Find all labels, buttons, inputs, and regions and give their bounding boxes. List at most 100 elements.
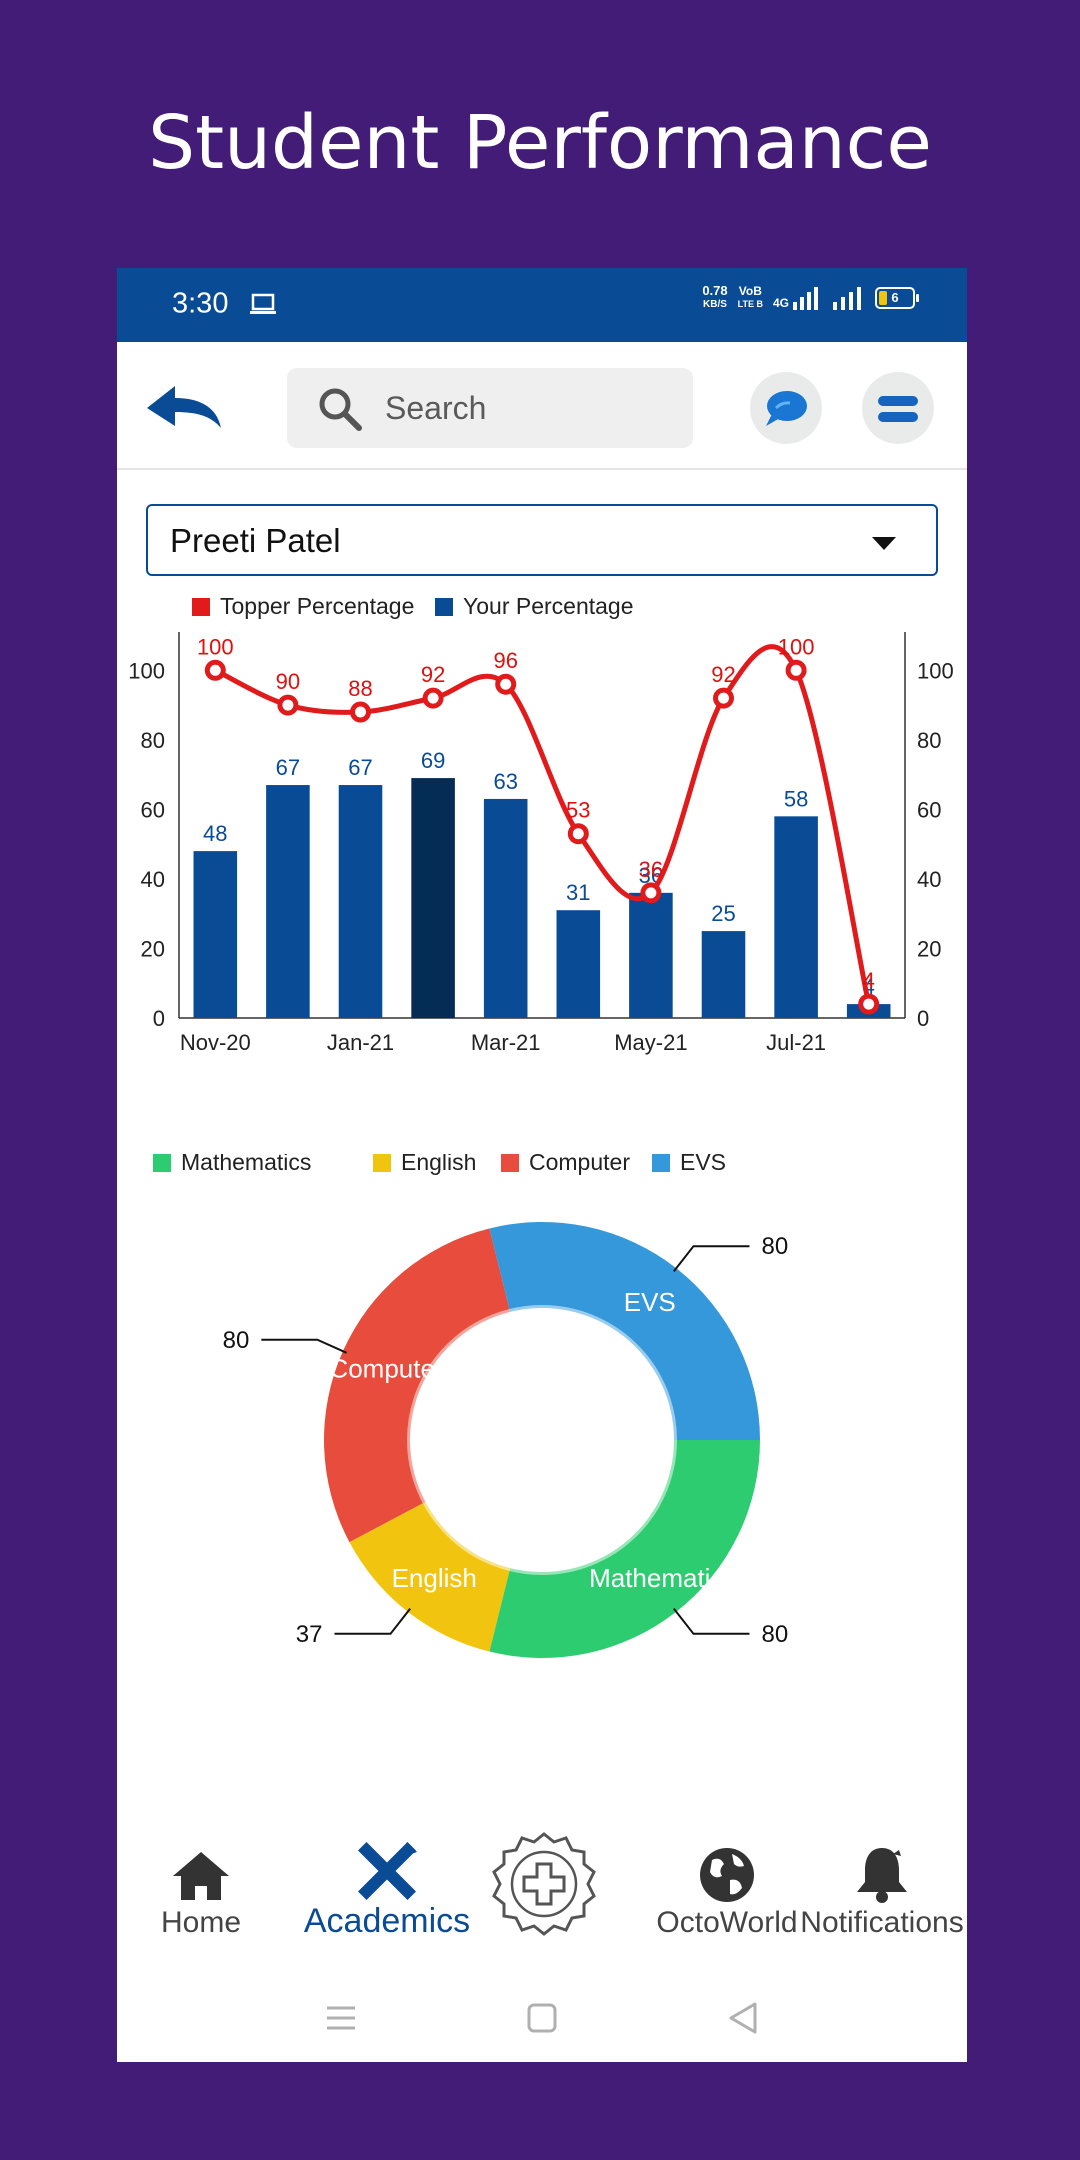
nav-home-label: Home: [160, 1906, 242, 1939]
y-tick-label-left: 100: [128, 658, 165, 683]
x-tick-label: Nov-20: [180, 1030, 251, 1055]
nav-academics[interactable]: Academics: [287, 1828, 487, 1941]
menu-icon: [878, 396, 918, 422]
slice-value-label: 80: [762, 1621, 789, 1648]
line-point[interactable]: [785, 659, 807, 681]
nav-octoworld-label: OctoWorld: [656, 1906, 798, 1939]
back-button[interactable]: [145, 382, 225, 438]
dropdown-arrow-icon: [872, 537, 896, 550]
y-tick-label-left: 60: [141, 797, 165, 822]
pie-legend-label: English: [401, 1154, 476, 1175]
line-point[interactable]: [567, 823, 589, 845]
nav-home[interactable]: Home: [141, 1828, 261, 1940]
pie-legend-swatch: [373, 1154, 391, 1172]
donut-slice[interactable]: [324, 1228, 511, 1543]
y-tick-label-right: 40: [917, 867, 941, 892]
bar[interactable]: [483, 798, 528, 1018]
chat-button[interactable]: [750, 372, 822, 444]
bar-value-label: 31: [566, 880, 590, 905]
legend-label: Your Percentage: [463, 593, 634, 619]
globe-icon: [700, 1848, 754, 1902]
pie-legend-swatch: [652, 1154, 670, 1172]
slice-label: Mathemati: [589, 1563, 710, 1593]
pie-legend-label: Mathematics: [181, 1154, 311, 1175]
line-point[interactable]: [350, 701, 371, 723]
bar[interactable]: [556, 910, 601, 1018]
slice-label: EVS: [624, 1287, 676, 1317]
signal-icon: [793, 287, 818, 310]
y-tick-label-left: 20: [141, 936, 165, 961]
subject-donut-chart: Mathematics English Computer EVS Mathemati 80…: [153, 1154, 789, 1658]
topper-line: [214, 644, 872, 1005]
bar-value-label: 25: [711, 901, 735, 926]
battery-level: 6: [891, 290, 899, 305]
search-input[interactable]: [385, 368, 675, 448]
net-speed-value: 0.78: [702, 283, 728, 298]
home-icon: [173, 1852, 229, 1900]
line-point[interactable]: [640, 882, 662, 904]
back-triangle-icon[interactable]: [723, 1998, 763, 2038]
line-point[interactable]: [422, 687, 444, 709]
bar[interactable]: [629, 892, 673, 1018]
x-tick-label: Mar-21: [471, 1030, 541, 1055]
leader-line: [673, 1607, 750, 1635]
volte-bottom: LTE B: [737, 299, 763, 309]
donut-slice[interactable]: [489, 1440, 760, 1658]
nav-add-badge[interactable]: [484, 1828, 604, 1946]
line-value-label: 88: [348, 676, 372, 701]
network-type: 4G: [772, 296, 789, 310]
bar[interactable]: [266, 785, 310, 1018]
recent-apps-icon[interactable]: [321, 1998, 361, 2038]
search-icon: [319, 388, 362, 431]
phone-screen: 3:30 0.78 KB/S VoB LTE B 4G: [117, 268, 967, 2062]
line-point[interactable]: [204, 659, 226, 681]
line-value-label: 90: [276, 669, 300, 694]
volte-indicator: VoB LTE B: [738, 285, 763, 311]
line-point[interactable]: [495, 673, 517, 695]
battery-icon: 6: [875, 287, 919, 309]
nav-notifications[interactable]: Notifications: [797, 1828, 967, 1940]
academics-icon: [358, 1842, 417, 1900]
y-tick-label-left: 80: [141, 728, 165, 753]
pie-legend-label: Computer: [529, 1154, 630, 1175]
menu-button[interactable]: [862, 372, 934, 444]
selected-student: Preeti Patel: [170, 522, 341, 559]
bar-value-label: 67: [276, 755, 300, 780]
app-toolbar: [117, 342, 967, 470]
y-tick-label-right: 80: [917, 728, 941, 753]
legend-swatch: [192, 598, 210, 616]
leader-line: [334, 1607, 411, 1635]
system-navigation-bar: [117, 1978, 967, 2062]
pie-legend-label: EVS: [680, 1154, 726, 1175]
student-dropdown[interactable]: Preeti Patel: [146, 504, 938, 576]
search-bar[interactable]: [287, 368, 693, 448]
line-point[interactable]: [858, 993, 880, 1015]
net-speed: 0.78 KB/S: [702, 284, 727, 312]
x-tick-label: May-21: [614, 1030, 687, 1055]
line-point[interactable]: [277, 694, 299, 716]
legend-swatch: [435, 598, 453, 616]
bottom-navigation: Home Academics OctoWorld: [117, 1828, 967, 1968]
laptop-icon: [250, 293, 276, 314]
bar[interactable]: [411, 778, 455, 1018]
leader-line: [673, 1245, 750, 1273]
pie-legend-swatch: [501, 1154, 519, 1172]
signal-icon: [833, 287, 861, 310]
line-value-label: 4: [863, 968, 875, 993]
bar[interactable]: [193, 851, 238, 1018]
y-tick-label-left: 40: [141, 867, 165, 892]
add-badge-icon: [492, 1832, 596, 1936]
y-tick-label-right: 0: [917, 1006, 929, 1031]
bar[interactable]: [774, 816, 818, 1018]
line-point[interactable]: [713, 687, 734, 709]
slice-value-label: 37: [296, 1621, 323, 1648]
x-tick-label: Jul-21: [766, 1030, 826, 1055]
donut-slice[interactable]: [349, 1501, 511, 1652]
home-circle-icon[interactable]: [522, 1998, 562, 2038]
donut-slice[interactable]: [489, 1222, 760, 1440]
bar[interactable]: [338, 785, 383, 1018]
bar[interactable]: [701, 931, 746, 1018]
line-value-label: 96: [493, 648, 517, 673]
nav-octoworld[interactable]: OctoWorld: [637, 1828, 817, 1940]
line-value-label: 36: [639, 857, 663, 882]
